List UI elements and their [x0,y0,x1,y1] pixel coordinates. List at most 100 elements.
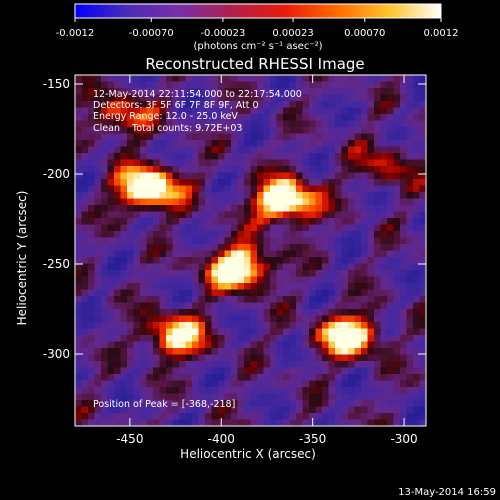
heatmap-cell [393,146,401,154]
heatmap-cell [153,205,160,212]
heatmap-cell [120,296,128,303]
heatmap-cell [120,185,128,193]
heatmap-cell [263,367,271,375]
heatmap-cell [133,75,141,82]
heatmap-cell [361,192,368,199]
heatmap-cell [315,120,323,128]
heatmap-cell [419,387,427,394]
heatmap-cell [289,276,297,284]
heatmap-cell [341,107,349,115]
heatmap-cell [348,218,355,225]
heatmap-cell [198,302,206,310]
heatmap-cell [231,75,238,82]
heatmap-cell [354,250,362,258]
heatmap-cell [127,322,134,329]
heatmap-cell [244,406,251,414]
heatmap-cell [153,179,160,186]
heatmap-cell [192,133,199,141]
heatmap-cell [166,348,173,355]
heatmap-cell [367,88,375,95]
heatmap-cell [354,179,362,186]
heatmap-cell [419,205,427,212]
heatmap-cell [120,88,128,95]
heatmap-cell [406,159,414,167]
heatmap-cell [231,192,238,199]
heatmap-cell [114,380,121,388]
heatmap-cell [127,263,134,271]
heatmap-cell [302,101,310,108]
heatmap-cell [328,94,336,102]
heatmap-cell [81,133,89,141]
heatmap-cell [81,276,89,284]
heatmap-cell [322,231,329,238]
heatmap-cell [231,335,238,342]
heatmap-cell [192,361,199,368]
heatmap-cell [185,218,193,225]
heatmap-cell [283,289,290,297]
heatmap-cell [302,309,310,316]
heatmap-cell [270,283,277,290]
heatmap-cell [400,75,407,82]
heatmap-cell [354,127,362,134]
heatmap-cell [146,328,154,336]
heatmap-cell [101,419,108,427]
heatmap-cell [419,166,427,173]
heatmap-cell [198,361,206,368]
heatmap-cell [296,309,303,316]
heatmap-cell [185,114,193,121]
heatmap-cell [179,322,186,329]
heatmap-cell [172,81,180,89]
heatmap-cell [153,198,160,206]
heatmap-cell [289,205,297,212]
heatmap-cell [413,133,420,141]
heatmap-cell [114,107,121,115]
heatmap-cell [185,328,193,336]
heatmap-cell [127,341,134,349]
heatmap-cell [205,192,212,199]
heatmap-cell [205,127,212,134]
heatmap-cell [250,198,258,206]
heatmap-cell [387,101,394,108]
heatmap-cell [140,361,147,368]
heatmap-cell [237,374,245,381]
heatmap-cell [211,133,219,141]
heatmap-cell [146,257,154,264]
heatmap-cell [205,413,212,420]
heatmap-cell [159,270,167,277]
heatmap-cell [419,179,427,186]
heatmap-cell [322,218,329,225]
heatmap-cell [153,354,160,362]
heatmap-cell [354,387,362,394]
heatmap-cell [419,218,427,225]
heatmap-cell [270,101,277,108]
heatmap-cell [88,231,95,238]
heatmap-cell [387,185,394,193]
heatmap-cell [374,419,381,427]
heatmap-cell [419,153,427,160]
heatmap-cell [146,179,154,186]
heatmap-cell [315,302,323,310]
heatmap-cell [159,244,167,251]
heatmap-cell [387,127,394,134]
heatmap-cell [159,296,167,303]
heatmap-cell [400,328,407,336]
heatmap-cell [127,88,134,95]
heatmap-cell [361,413,368,420]
heatmap-cell [328,419,336,427]
heatmap-cell [400,166,407,173]
heatmap-cell [205,263,212,271]
heatmap-cell [348,107,355,115]
heatmap-cell [289,244,297,251]
heatmap-cell [393,231,401,238]
heatmap-cell [348,257,355,264]
heatmap-cell [218,263,225,271]
heatmap-cell [289,322,297,329]
heatmap-cell [302,94,310,102]
heatmap-cell [302,348,310,355]
heatmap-cell [289,211,297,219]
heatmap-cell [296,101,303,108]
heatmap-cell [283,328,290,336]
heatmap-cell [101,367,108,375]
heatmap-cell [283,400,290,407]
heatmap-cell [400,296,407,303]
